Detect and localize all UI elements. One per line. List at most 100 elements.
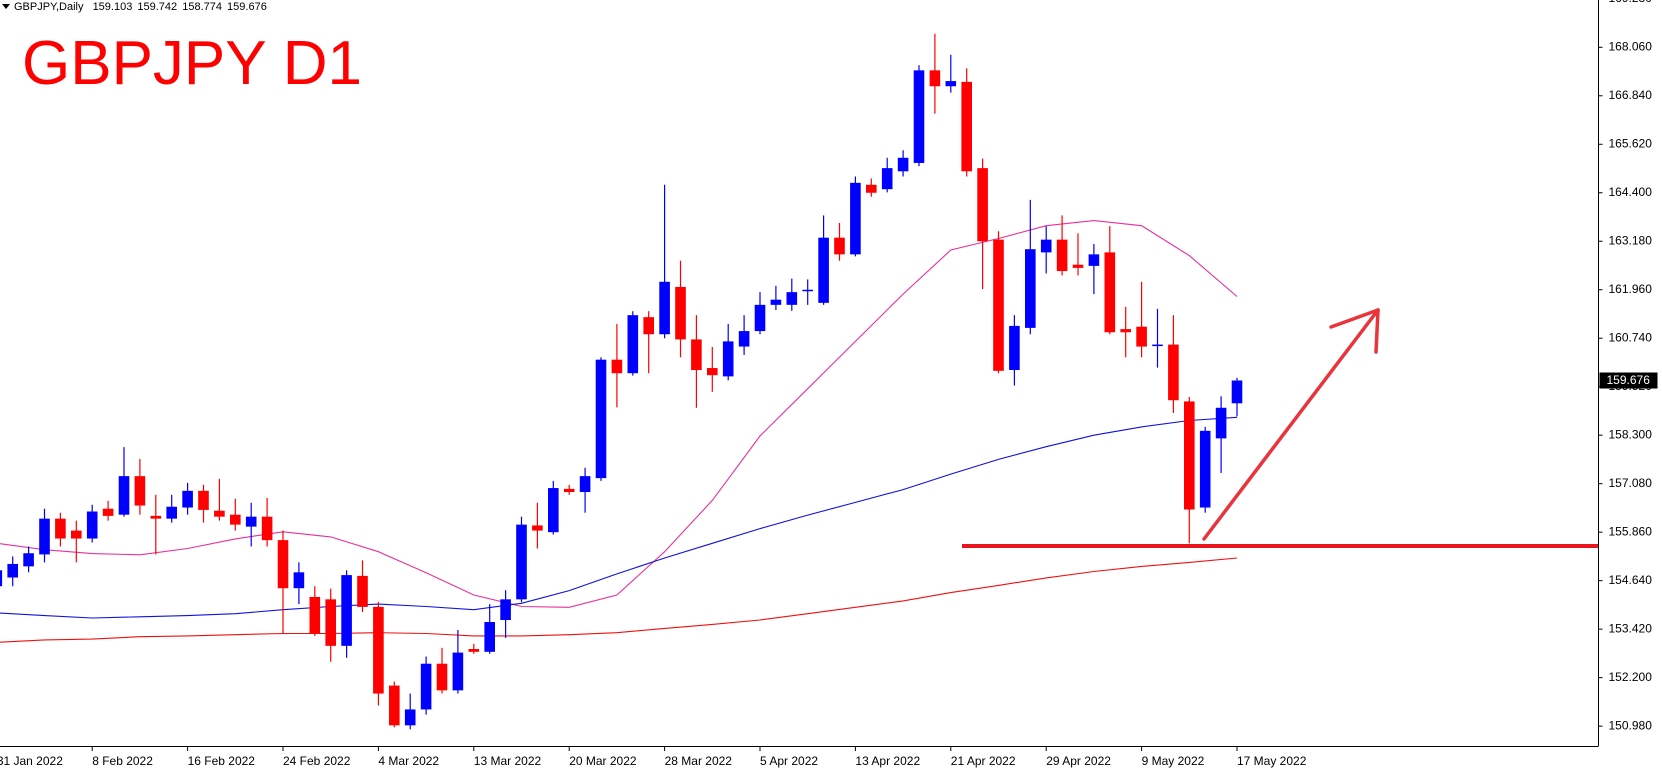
x-tick-label: 16 Feb 2022 xyxy=(188,754,256,768)
candle-body xyxy=(834,237,845,255)
x-tick-label: 21 Apr 2022 xyxy=(951,754,1016,768)
candle-body xyxy=(993,239,1004,371)
header-close: 159.676 xyxy=(227,1,267,13)
y-tick-label: 166.840 xyxy=(1609,88,1653,102)
y-tick-label: 165.620 xyxy=(1609,136,1653,150)
x-tick-label: 4 Mar 2022 xyxy=(378,754,439,768)
candle-body xyxy=(404,709,416,726)
candle-body xyxy=(214,510,225,517)
candle-body xyxy=(850,182,861,255)
candle-body xyxy=(118,476,130,515)
candle-body xyxy=(0,570,3,587)
candle-body xyxy=(1231,380,1243,404)
y-tick-label: 164.400 xyxy=(1609,185,1653,199)
candle-body xyxy=(261,516,273,541)
candle-body xyxy=(325,599,336,646)
moving-average xyxy=(0,557,1238,643)
candle-body xyxy=(532,525,543,531)
candle-body xyxy=(1184,401,1195,510)
x-tick-label: 13 Apr 2022 xyxy=(855,754,920,768)
x-tick-label: 8 Feb 2022 xyxy=(92,754,153,768)
candle-body xyxy=(86,511,98,539)
candle-body xyxy=(150,515,162,519)
candle-body xyxy=(71,530,82,539)
symbol-label: GBPJPY,Daily xyxy=(14,1,84,13)
y-tick-label: 157.080 xyxy=(1609,476,1653,490)
candle-body xyxy=(420,663,432,710)
candle-body xyxy=(1168,344,1179,401)
candle-body xyxy=(977,168,988,242)
candle-body xyxy=(818,237,829,303)
candle-body xyxy=(39,518,50,555)
candle-body xyxy=(770,299,782,305)
candle-body xyxy=(357,575,368,607)
header-open: 159.103 xyxy=(93,1,133,13)
header-triangle xyxy=(2,4,10,9)
x-tick-label: 29 Apr 2022 xyxy=(1046,754,1111,768)
y-tick-label: 169.280 xyxy=(1609,0,1653,5)
candle-body xyxy=(1040,239,1052,253)
candle-body xyxy=(1120,329,1131,333)
x-tick-label: 20 Mar 2022 xyxy=(569,754,637,768)
x-tick-label: 13 Mar 2022 xyxy=(474,754,542,768)
candle-body xyxy=(786,292,798,305)
candle-body xyxy=(1136,326,1147,347)
candle-body xyxy=(579,476,591,493)
x-tick-label: 28 Mar 2022 xyxy=(665,754,733,768)
plot-area xyxy=(0,33,1243,730)
candle-body xyxy=(277,540,289,589)
y-tick-label: 158.300 xyxy=(1609,427,1653,441)
candle-body xyxy=(1025,249,1036,328)
candle-body xyxy=(245,516,257,527)
y-tick-label: 152.200 xyxy=(1609,670,1653,684)
candle-body xyxy=(1072,264,1084,268)
header-high: 159.742 xyxy=(137,1,177,13)
candle-body xyxy=(341,575,352,646)
candle-body xyxy=(722,341,734,377)
price-tag-label: 159.676 xyxy=(1607,373,1651,387)
candle-body xyxy=(55,518,66,539)
candle-body xyxy=(1104,252,1116,333)
candle-body xyxy=(707,368,718,376)
price-tag xyxy=(1599,372,1658,389)
candle-body xyxy=(913,70,925,163)
x-tick-label: 5 Apr 2022 xyxy=(760,754,818,768)
header-low: 158.774 xyxy=(182,1,222,13)
candle-body xyxy=(500,599,511,621)
y-tick-label: 163.180 xyxy=(1609,233,1653,247)
candle-body xyxy=(102,508,114,516)
candle-body xyxy=(881,168,893,190)
candle-body xyxy=(373,606,384,694)
y-tick-label: 160.740 xyxy=(1609,330,1653,344)
candle-body xyxy=(134,476,146,506)
candle-body xyxy=(1009,325,1020,371)
candle-body xyxy=(929,70,941,87)
x-tick-label: 31 Jan 2022 xyxy=(0,754,63,768)
x-tick-label: 17 May 2022 xyxy=(1237,754,1307,768)
candle-body xyxy=(643,317,654,335)
candle-body xyxy=(659,281,670,335)
candle-body xyxy=(230,514,241,525)
y-tick-label: 168.060 xyxy=(1609,39,1653,53)
candle-body xyxy=(468,649,480,652)
chart-title: GBPJPY D1 xyxy=(22,29,362,98)
candle-body xyxy=(484,621,495,652)
candle-body xyxy=(309,596,321,634)
candle-body xyxy=(945,81,957,87)
candle-body xyxy=(1056,239,1068,272)
candle-body xyxy=(675,286,686,340)
candle-body xyxy=(1152,344,1163,347)
candle-body xyxy=(802,289,813,292)
candle-body xyxy=(436,663,448,691)
y-tick-label: 161.960 xyxy=(1609,282,1653,296)
candle-body xyxy=(627,315,639,374)
y-tick-label: 150.980 xyxy=(1609,718,1653,732)
candle-body xyxy=(198,490,209,510)
candle-body xyxy=(1215,407,1227,439)
candle-body xyxy=(961,81,972,172)
candle-body xyxy=(452,652,464,691)
candle-body xyxy=(563,488,575,493)
candle-body xyxy=(595,359,607,479)
